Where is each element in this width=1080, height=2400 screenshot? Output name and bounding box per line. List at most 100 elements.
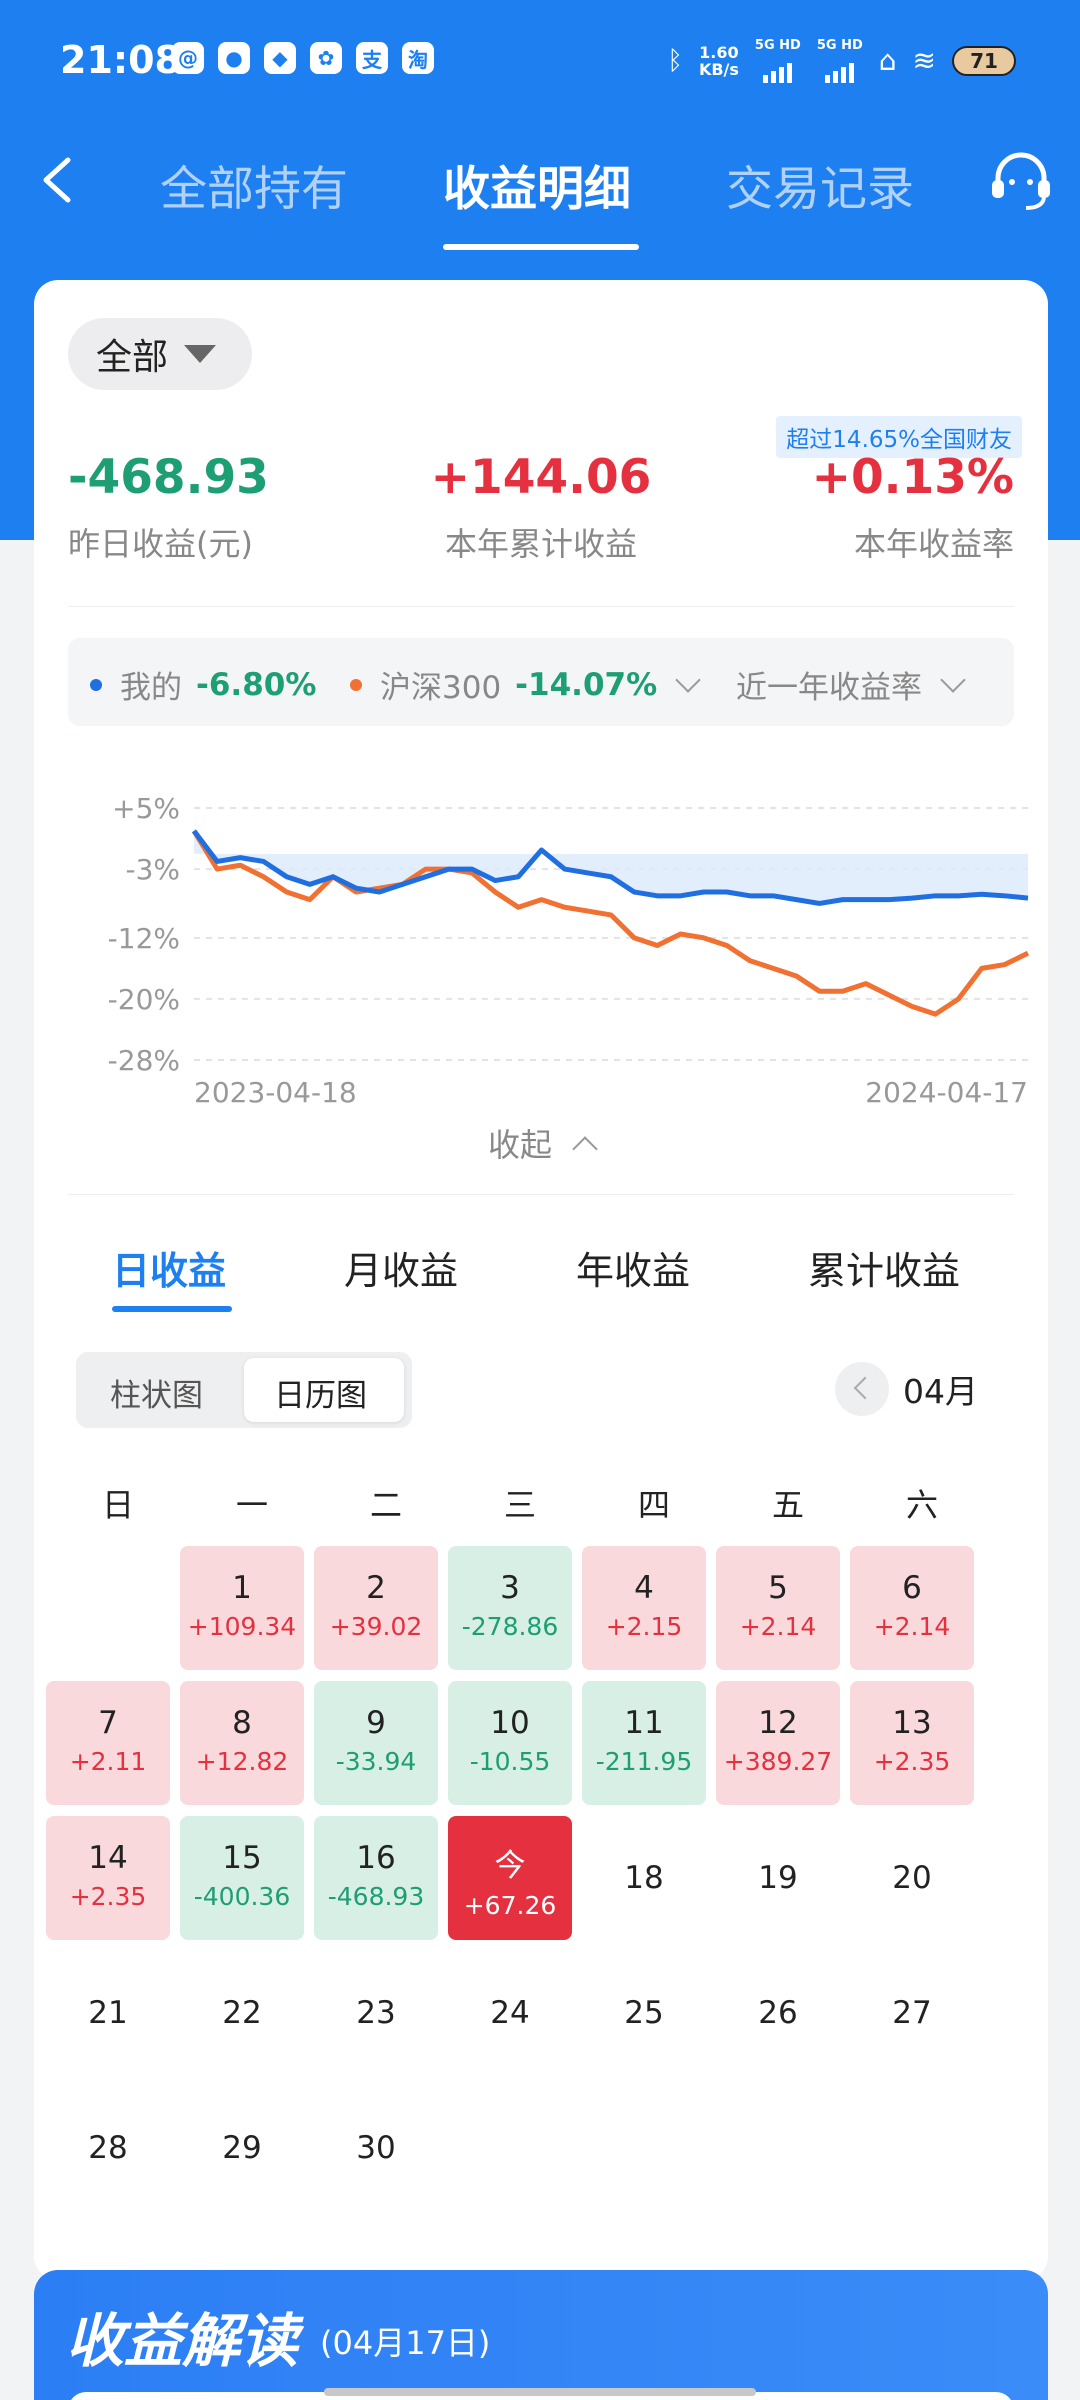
calendar-day[interactable]: 10 -10.55	[448, 1681, 572, 1805]
calendar-day[interactable]: 21	[46, 1951, 170, 2075]
tab-transactions[interactable]: 交易记录	[726, 162, 914, 217]
customer-service-icon[interactable]	[986, 146, 1056, 216]
calendar-day-earnings: +2.35	[69, 1882, 147, 1911]
chart-legend-bar: 我的 -6.80% 沪深300 -14.07% 近一年收益率	[68, 638, 1014, 726]
status-right: ᛒ 1.60 KB/s 5G HD 5G HD ⌂ ≋ 71	[667, 38, 1016, 83]
calendar-day[interactable]: 7 +2.11	[46, 1681, 170, 1805]
tab-all-holdings[interactable]: 全部持有	[160, 162, 348, 217]
calendar-day[interactable]: 26	[716, 1951, 840, 2075]
weekday-label: 六	[905, 1486, 938, 1524]
calendar-day-earnings: -400.36	[193, 1882, 291, 1911]
calendar-day-number: 8	[232, 1705, 252, 1741]
current-month: 04月	[903, 1372, 978, 1411]
calendar-day-earnings: +39.02	[329, 1612, 423, 1641]
gift-app-icon: ◆	[264, 42, 296, 74]
calendar-day[interactable]: 16 -468.93	[314, 1816, 438, 1940]
calendar-day[interactable]: 23	[314, 1951, 438, 2075]
calendar-day[interactable]: 14 +2.35	[46, 1816, 170, 1940]
chevron-down-icon	[940, 666, 966, 693]
calendar-day[interactable]: 28	[46, 2086, 170, 2210]
legend-dot-icon	[350, 678, 362, 691]
interpretation-content	[68, 2392, 1014, 2400]
calendar-day-earnings: +2.14	[873, 1612, 951, 1641]
calendar-day[interactable]: 6 +2.14	[850, 1546, 974, 1670]
notification-icons: @ ● ◆ ✿ 支 淘	[172, 42, 434, 74]
calendar-day-number: 30	[356, 2130, 396, 2166]
benchmark-selector[interactable]: 沪深300 -14.07%	[350, 662, 701, 707]
rank-badge: 超过14.65%全国财友	[776, 416, 1022, 458]
calendar-day-number: 18	[624, 1860, 664, 1896]
status-time: 21:08	[60, 38, 181, 82]
period-selector[interactable]: 近一年收益率	[736, 662, 966, 707]
home-indicator[interactable]	[324, 2388, 756, 2396]
calendar-day[interactable]: 12 +389.27	[716, 1681, 840, 1805]
bar-chart-view-option[interactable]: 柱状图	[110, 1378, 203, 1414]
earnings-card: 全部 超过14.65%全国财友 -468.93 昨日收益(元) +144.06 …	[34, 280, 1048, 2280]
weekday-label: 二	[369, 1486, 402, 1524]
tab-daily[interactable]: 日收益	[112, 1249, 227, 1293]
calendar-day-number: 6	[902, 1570, 922, 1606]
divider	[68, 1194, 1014, 1195]
signal-icon-2: 5G HD	[817, 38, 863, 83]
view-toggle: 柱状图 日历图	[76, 1352, 412, 1428]
x-tick-label-start: 2023-04-18	[194, 1076, 357, 1109]
calendar-day[interactable]: 22	[180, 1951, 304, 2075]
calendar-day[interactable]: 11 -211.95	[582, 1681, 706, 1805]
return-chart: +5% -3% -12% -20% -28% 2023-04-18 2024-04-17	[108, 792, 1030, 1109]
calendar-day[interactable]: 2 +39.02	[314, 1546, 438, 1670]
calendar-day-number: 2	[366, 1570, 386, 1606]
selected-view-background	[244, 1358, 404, 1422]
calendar-day-earnings: -33.94	[335, 1747, 417, 1776]
calendar-day-today[interactable]: 今 +67.26	[448, 1816, 572, 1940]
calendar-day[interactable]: 5 +2.14	[716, 1546, 840, 1670]
calendar-day-number: 今	[494, 1848, 526, 1884]
interpretation-date: (04月17日)	[320, 2324, 491, 2362]
calendar-day-earnings: -468.93	[327, 1882, 425, 1911]
holding-filter-dropdown[interactable]: 全部	[68, 318, 252, 390]
calendar-day[interactable]: 4 +2.15	[582, 1546, 706, 1670]
calendar-day[interactable]: 8 +12.82	[180, 1681, 304, 1805]
calendar-day-number: 13	[892, 1705, 932, 1741]
calendar-day[interactable]: 30	[314, 2086, 438, 2210]
calendar-day-number: 1	[232, 1570, 252, 1606]
tab-monthly[interactable]: 月收益	[344, 1249, 459, 1293]
calendar-day-number: 11	[624, 1705, 664, 1741]
y-tick-label: -3%	[125, 853, 180, 886]
hotspot-icon: ⌂	[878, 44, 897, 77]
x-tick-label-end: 2024-04-17	[865, 1076, 1028, 1109]
calendar-day-earnings: -10.55	[469, 1747, 551, 1776]
calendar-day[interactable]: 25	[582, 1951, 706, 2075]
calendar-day-earnings: +2.35	[873, 1747, 951, 1776]
calendar-day-number: 27	[892, 1995, 932, 2031]
calendar-day[interactable]: 15 -400.36	[180, 1816, 304, 1940]
y-tick-label: -20%	[108, 983, 180, 1016]
calendar-day[interactable]: 29	[180, 2086, 304, 2210]
collapse-chart-button[interactable]: 收起	[34, 1120, 1048, 1166]
calendar-day-number: 22	[222, 1995, 262, 2031]
calendar-day[interactable]: 9 -33.94	[314, 1681, 438, 1805]
year-cumulative-earnings: +144.06 本年累计收益	[430, 450, 652, 563]
calendar-day-number: 26	[758, 1995, 798, 2031]
calendar-day[interactable]: 3 -278.86	[448, 1546, 572, 1670]
chevron-up-icon	[572, 1136, 598, 1162]
series-line-mine	[192, 829, 1029, 906]
calendar-day[interactable]: 27	[850, 1951, 974, 2075]
back-icon[interactable]	[30, 150, 90, 210]
tab-earnings-detail[interactable]: 收益明细	[443, 162, 631, 217]
calendar-view-option[interactable]: 日历图	[274, 1378, 367, 1414]
previous-month-icon[interactable]	[835, 1362, 889, 1416]
alipay-app-icon: 支	[356, 42, 388, 74]
calendar-day[interactable]: 18	[582, 1816, 706, 1940]
weekday-label: 日	[101, 1486, 134, 1524]
calendar-day[interactable]: 24	[448, 1951, 572, 2075]
calendar-day[interactable]: 20	[850, 1816, 974, 1940]
calendar-day[interactable]: 19	[716, 1816, 840, 1940]
calendar-day-number: 20	[892, 1860, 932, 1896]
calendar-day[interactable]: 1 +109.34	[180, 1546, 304, 1670]
tab-cumulative[interactable]: 累计收益	[808, 1249, 961, 1293]
calendar-day[interactable]: 13 +2.35	[850, 1681, 974, 1805]
tab-yearly[interactable]: 年收益	[576, 1249, 691, 1293]
earnings-interpretation-panel: 收益解读 (04月17日)	[34, 2270, 1048, 2400]
calendar-day-number: 19	[758, 1860, 798, 1896]
calendar-day-number: 21	[88, 1995, 128, 2031]
